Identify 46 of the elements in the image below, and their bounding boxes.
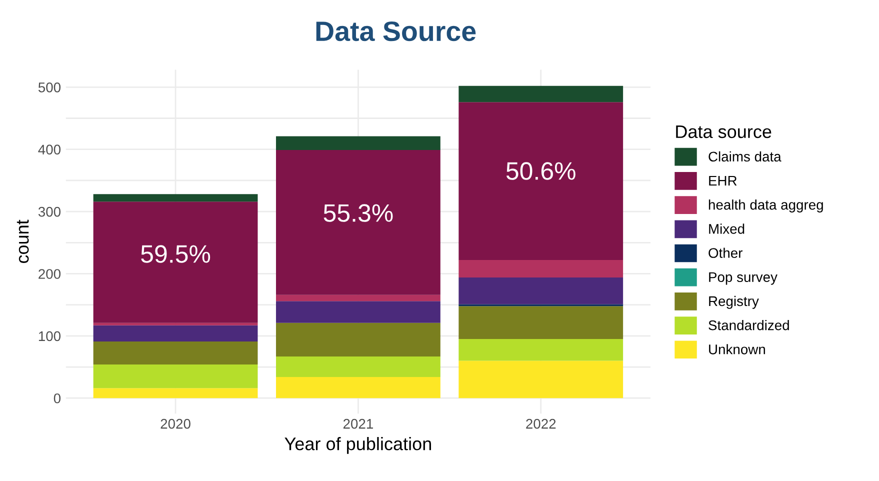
y-tick-label: 0 [54, 393, 61, 404]
bar [93, 202, 258, 323]
legend-label: Claims data [708, 151, 782, 162]
bar [93, 325, 258, 342]
bar [93, 364, 258, 388]
bar [276, 150, 440, 295]
bar [93, 388, 258, 398]
y-tick-label: 200 [38, 269, 61, 279]
chart-title: Data Source [316, 21, 476, 42]
bar [276, 294, 440, 302]
legend-label: health data aggreg [708, 200, 823, 212]
bar [458, 102, 624, 260]
bar [458, 306, 624, 340]
legend-title: Data source [676, 126, 772, 138]
bar [458, 339, 624, 361]
legend-label: Pop survey [709, 272, 778, 285]
legend-label: EHR [709, 176, 737, 186]
bar [276, 136, 440, 150]
x-axis-title: Year of publication [284, 437, 431, 454]
legend-label: Unknown [709, 344, 765, 354]
bar [458, 360, 624, 398]
annotation: 55.3% [324, 204, 393, 222]
legend-label: Mixed [709, 224, 744, 234]
y-tick-label: 500 [38, 82, 61, 92]
x-tick-label: 2022 [526, 418, 556, 429]
annotation: 50.6% [506, 162, 576, 180]
y-axis-title: count [16, 220, 29, 264]
legend-label: Standardized [708, 320, 789, 330]
x-tick-label: 2021 [343, 418, 373, 429]
bar [93, 322, 258, 326]
y-tick-label: 100 [38, 331, 61, 342]
bar [93, 342, 258, 365]
x-tick-label: 2020 [160, 418, 190, 429]
bar [458, 86, 624, 102]
bar [93, 194, 258, 202]
bar [276, 322, 440, 356]
y-tick-label: 300 [38, 206, 61, 217]
y-tick-label: 400 [38, 144, 61, 155]
legend-label: Other [708, 248, 742, 258]
annotation: 59.5% [141, 245, 210, 263]
bar [458, 260, 624, 278]
bar [276, 301, 440, 323]
bar [276, 356, 440, 377]
bar [276, 376, 440, 398]
legend-label: Registry [709, 296, 759, 309]
bar [458, 277, 624, 304]
